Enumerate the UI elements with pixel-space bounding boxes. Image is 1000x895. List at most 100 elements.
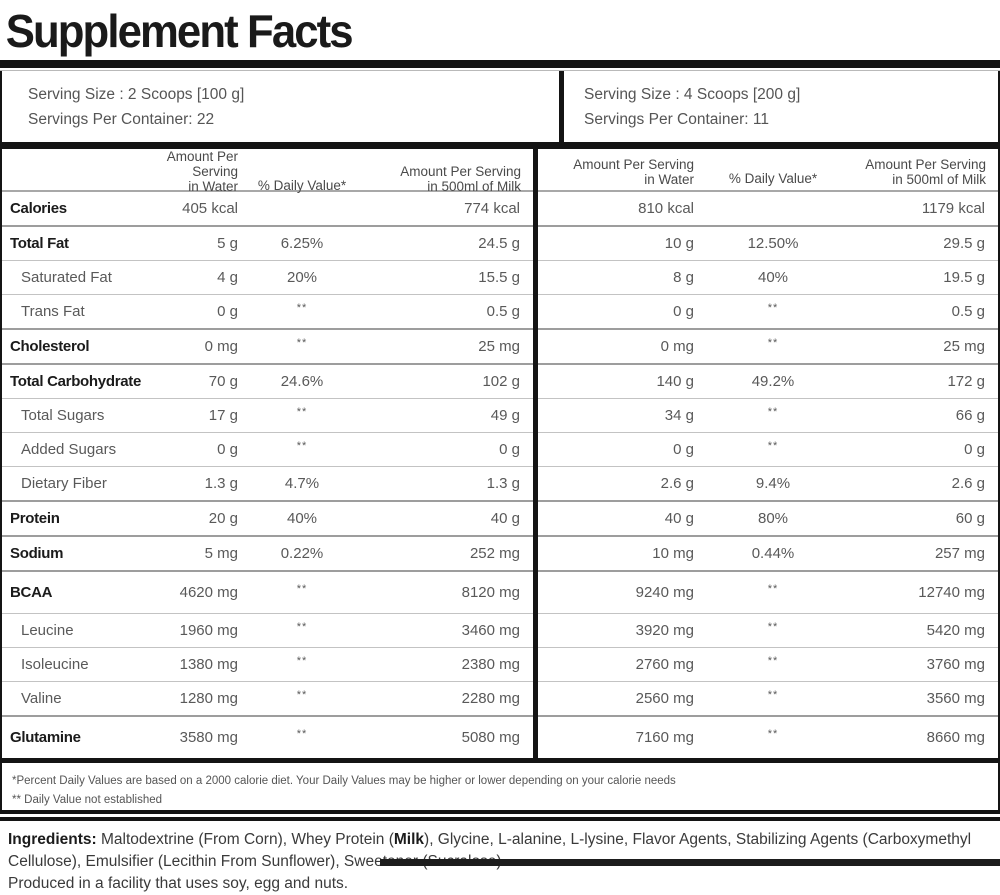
header-water: Amount Per Serving in Water — [573, 157, 694, 187]
daily-value: 4.7% — [284, 475, 320, 492]
milk-value: 102 g — [482, 373, 520, 390]
milk-value: 1179 kcal — [921, 200, 985, 217]
table-row: 2.6 g 9.4% 2.6 g — [538, 466, 998, 500]
daily-value: 40% — [286, 510, 318, 527]
row-label: Valine — [21, 690, 62, 707]
water-value: 2760 mg — [635, 656, 694, 673]
table-row: Total Fat 5 g 6.25% 24.5 g — [2, 225, 533, 260]
milk-value: 24.5 g — [478, 235, 520, 252]
daily-value: 80% — [757, 510, 789, 527]
milk-value: 8120 mg — [461, 584, 520, 601]
milk-value: 3460 mg — [461, 622, 520, 639]
daily-value: ** — [296, 439, 308, 452]
water-value: 4 g — [217, 269, 238, 286]
daily-value: 0.44% — [751, 545, 795, 562]
water-value: 20 g — [208, 510, 238, 527]
row-label: Protein — [10, 510, 60, 527]
supplement-facts-label: Supplement Facts Serving Size : 2 Scoops… — [0, 6, 1000, 892]
water-value: 5 g — [217, 235, 238, 252]
row-label: Dietary Fiber — [21, 475, 107, 492]
table-row: 8 g 40% 19.5 g — [538, 260, 998, 294]
table-row: Total Carbohydrate 70 g 24.6% 102 g — [2, 363, 533, 398]
milk-value: 60 g — [955, 510, 985, 527]
daily-value: ** — [296, 727, 308, 740]
table-row: Trans Fat 0 g ** 0.5 g — [2, 294, 533, 328]
milk-value: 0 g — [499, 441, 520, 458]
daily-value: 49.2% — [751, 373, 795, 390]
daily-value: ** — [767, 582, 779, 595]
milk-value: 12740 mg — [918, 584, 985, 601]
row-label: Trans Fat — [21, 303, 85, 320]
row-label: Leucine — [21, 622, 74, 639]
daily-value: 6.25% — [280, 235, 324, 252]
daily-value: 20% — [286, 269, 318, 286]
daily-value: 24.6% — [280, 373, 324, 390]
table-row: 40 g 80% 60 g — [538, 500, 998, 535]
milk-value: 0.5 g — [486, 303, 520, 320]
water-value: 1280 mg — [179, 690, 238, 707]
milk-value: 5420 mg — [926, 622, 985, 639]
milk-value: 19.5 g — [943, 269, 985, 286]
daily-value: ** — [767, 336, 779, 349]
water-value: 5 mg — [204, 545, 238, 562]
water-value: 3920 mg — [635, 622, 694, 639]
daily-value: ** — [296, 582, 308, 595]
milk-value: 3760 mg — [926, 656, 985, 673]
daily-value: 12.50% — [747, 235, 799, 252]
milk-value: 40 g — [490, 510, 520, 527]
milk-value: 25 mg — [943, 338, 985, 355]
row-label: Isoleucine — [21, 656, 89, 673]
milk-value: 0.5 g — [951, 303, 985, 320]
header-milk: Amount Per Serving in 500ml of Milk — [400, 164, 521, 194]
milk-value: 8660 mg — [926, 729, 985, 746]
row-label: Sodium — [10, 545, 64, 562]
table-row: Added Sugars 0 g ** 0 g — [2, 432, 533, 466]
header-milk: Amount Per Serving in 500ml of Milk — [865, 157, 986, 187]
table-row: Total Sugars 17 g ** 49 g — [2, 398, 533, 432]
water-value: 10 mg — [652, 545, 694, 562]
table-header-right: Amount Per Serving in Water % Daily Value… — [538, 149, 998, 192]
ingredients-section: Ingredients: Maltodextrine (From Corn), … — [0, 821, 1000, 895]
table-row: Dietary Fiber 1.3 g 4.7% 1.3 g — [2, 466, 533, 500]
ingredients-text: Ingredients: Maltodextrine (From Corn), … — [8, 831, 972, 870]
daily-value: ** — [767, 654, 779, 667]
header-water: Amount Per Serving in Water — [166, 149, 238, 194]
table-body-right: 810 kcal 1179 kcal 10 g 12.50% 29.5 g 8 g 40% 1… — [538, 192, 998, 758]
water-value: 0 g — [217, 441, 238, 458]
milk-value: 0 g — [964, 441, 985, 458]
water-value: 0 g — [217, 303, 238, 320]
table-header-left: Amount Per Serving in Water % Daily Value… — [2, 149, 533, 194]
table-row: Protein 20 g 40% 40 g — [2, 500, 533, 535]
row-label: Total Sugars — [21, 407, 105, 424]
water-value: 810 kcal — [638, 200, 694, 217]
water-value: 10 g — [664, 235, 694, 252]
divider-top — [0, 60, 1000, 68]
water-value: 140 g — [656, 373, 694, 390]
milk-value: 257 mg — [934, 545, 985, 562]
water-value: 4620 mg — [179, 584, 238, 601]
row-label: Calories — [10, 200, 67, 217]
panel-per-100g: Amount Per Serving in Water % Daily Value… — [2, 149, 538, 758]
milk-value: 2380 mg — [461, 656, 520, 673]
milk-value: 172 g — [947, 373, 985, 390]
daily-value: ** — [767, 439, 779, 452]
table-row: Glutamine 3580 mg ** 5080 mg — [2, 715, 533, 758]
table-row: Leucine 1960 mg ** 3460 mg — [2, 613, 533, 647]
water-value: 40 g — [664, 510, 694, 527]
table-row: 3920 mg ** 5420 mg — [538, 613, 998, 647]
milk-value: 1.3 g — [486, 475, 520, 492]
panel-per-200g: Amount Per Serving in Water % Daily Value… — [538, 149, 998, 758]
water-value: 1380 mg — [179, 656, 238, 673]
water-value: 9240 mg — [635, 584, 694, 601]
table-row: Calories 405 kcal 774 kcal — [2, 192, 533, 225]
row-label: BCAA — [10, 584, 53, 601]
water-value: 405 kcal — [182, 200, 238, 217]
table-row: Sodium 5 mg 0.22% 252 mg — [2, 535, 533, 570]
milk-value: 3560 mg — [926, 690, 985, 707]
milk-value: 49 g — [490, 407, 520, 424]
allergen-milk: Milk — [393, 831, 425, 848]
row-label: Total Fat — [10, 235, 69, 252]
table-body-left: Calories 405 kcal 774 kcal Total Fat 5 g 6.25… — [2, 192, 533, 758]
table-row: Isoleucine 1380 mg ** 2380 mg — [2, 647, 533, 681]
daily-value: ** — [296, 654, 308, 667]
